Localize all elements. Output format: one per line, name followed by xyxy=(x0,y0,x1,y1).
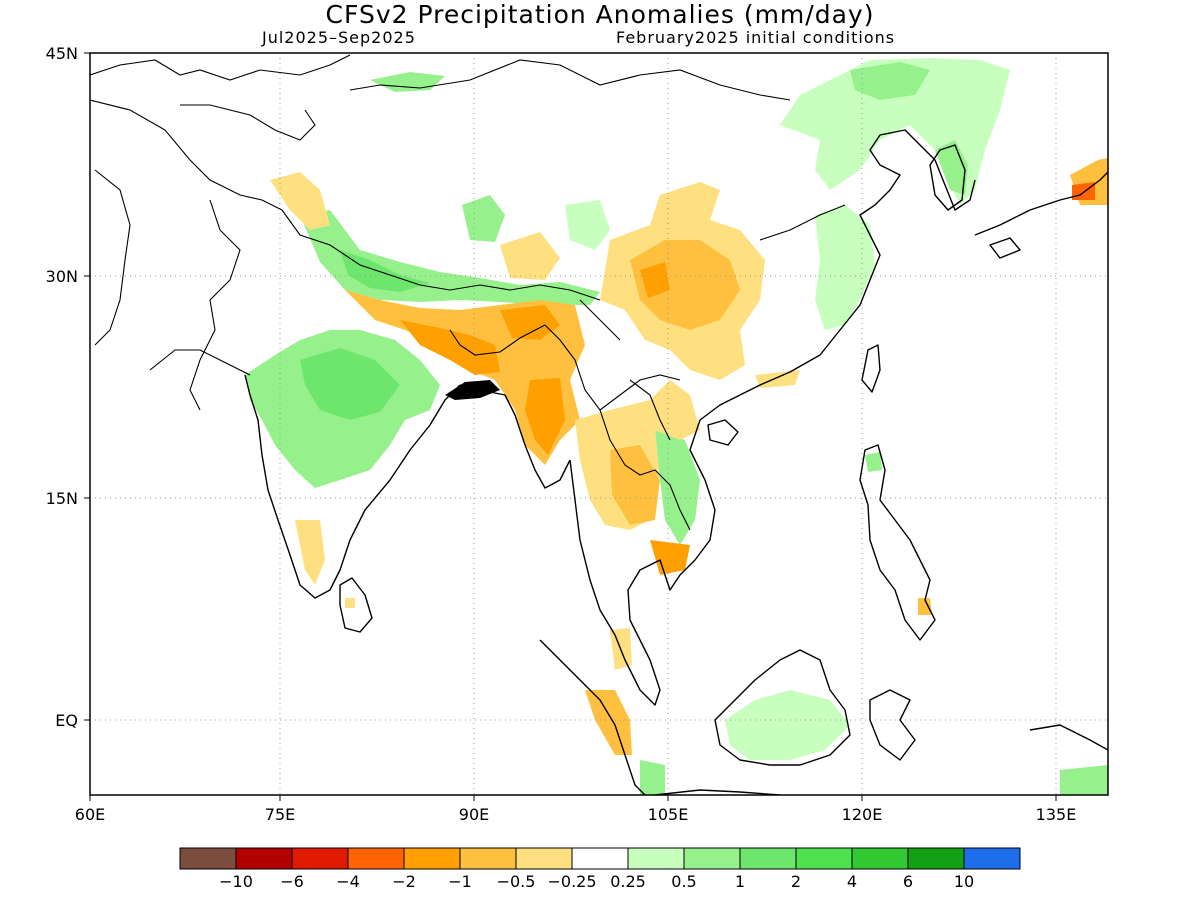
legend-swatch xyxy=(907,847,965,870)
coast-sulawesi xyxy=(869,689,916,761)
coast-philippines xyxy=(859,444,936,641)
legend-swatch xyxy=(851,847,909,870)
coast-taiwan xyxy=(861,344,881,393)
axis-ticks xyxy=(84,52,1057,801)
legend-label: 10 xyxy=(954,872,974,891)
legend-swatch xyxy=(235,847,293,870)
lon-tick-label: 120E xyxy=(842,805,883,824)
anomaly-tibet-wet xyxy=(462,195,505,242)
anomaly-newguinea-wet xyxy=(1060,765,1108,795)
coast-hainan xyxy=(707,419,739,446)
anomaly-sumatra-dry xyxy=(585,690,632,755)
legend-swatch xyxy=(627,847,685,870)
legend-label: 6 xyxy=(903,872,913,891)
coast-srilanka xyxy=(339,577,373,633)
forecast-period: Jul2025–Sep2025 xyxy=(262,28,416,47)
legend-label: −6 xyxy=(280,872,304,891)
lat-tick-label: 15N xyxy=(46,489,78,508)
lon-tick-label: 90E xyxy=(459,805,489,824)
anomaly-southchina-coast-dry xyxy=(755,370,800,388)
delta-mark xyxy=(445,380,500,400)
legend-swatch xyxy=(347,847,405,870)
anomaly-mongolia-wet xyxy=(370,72,445,92)
lon-tick-label: 60E xyxy=(75,805,105,824)
lat-tick-label: EQ xyxy=(55,711,78,730)
country-borders xyxy=(90,54,846,531)
anomaly-burma-dry-core xyxy=(525,378,565,455)
grid-lines xyxy=(90,53,1108,795)
anomaly-srilanka-dry xyxy=(345,598,355,608)
anomaly-cambodia-dry xyxy=(650,540,690,575)
legend-label: −0.5 xyxy=(497,872,536,891)
legend-label: 1 xyxy=(735,872,745,891)
legend-swatch xyxy=(795,847,853,870)
legend-label: 4 xyxy=(847,872,857,891)
plot-frame xyxy=(89,52,1109,796)
legend-label: −1 xyxy=(448,872,472,891)
legend-label: −2 xyxy=(392,872,416,891)
anomaly-vietnam-wet xyxy=(655,430,700,545)
anomaly-south-china-dry-center xyxy=(640,262,670,298)
coast-java xyxy=(654,789,781,795)
anomaly-yangtze-wet xyxy=(815,205,875,330)
anomaly-kashmir-dry xyxy=(270,172,330,230)
legend-swatch xyxy=(739,847,797,870)
initial-conditions: February2025 initial conditions xyxy=(616,28,896,47)
color-legend: −10 −6 −4 −2 −1 −0.5 −0.25 0.25 0.5 1 2 4 6 10 xyxy=(179,847,1021,891)
legend-label: −10 xyxy=(219,872,253,891)
anomaly-india-wet-core xyxy=(300,348,400,420)
anomaly-assam-dry-core xyxy=(500,305,560,340)
legend-label: −0.25 xyxy=(547,872,596,891)
coast-india xyxy=(244,374,461,599)
legend-swatch xyxy=(403,847,461,870)
coast-borneo xyxy=(714,649,851,766)
coast-indochina xyxy=(569,394,741,706)
coast-korea xyxy=(929,144,966,211)
legend-swatch xyxy=(291,847,349,870)
anomaly-field xyxy=(245,58,1108,795)
anomaly-borneo-wet xyxy=(725,690,850,760)
legend-swatch xyxy=(179,847,237,870)
legend-label: 0.25 xyxy=(610,872,646,891)
anomaly-japan-dry-core xyxy=(1072,182,1095,200)
anomaly-north-china-wet-core xyxy=(850,62,930,100)
legend-swatch xyxy=(571,847,629,870)
legend-swatch xyxy=(459,847,517,870)
coast-china-east xyxy=(739,129,976,396)
lon-tick-label: 105E xyxy=(648,805,689,824)
lon-tick-label: 135E xyxy=(1036,805,1077,824)
anomaly-korea-wet xyxy=(935,140,968,195)
anomaly-philippines-dry xyxy=(918,598,932,615)
lat-tick-label: 30N xyxy=(46,267,78,286)
coast-japan xyxy=(974,171,1108,236)
coast-japan-south xyxy=(989,237,1021,259)
lat-tick-label: 45N xyxy=(46,44,78,63)
coast-newguinea xyxy=(1029,724,1108,751)
anomaly-bangladesh-dry-core xyxy=(400,320,500,375)
anomaly-south-china-dry-core xyxy=(630,240,740,330)
anomaly-tibet-wet-2 xyxy=(565,200,610,250)
legend-swatch xyxy=(963,847,1021,870)
legend-label: 2 xyxy=(791,872,801,891)
anomaly-southindia-dry xyxy=(295,520,325,585)
legend-label: −4 xyxy=(336,872,360,891)
anomaly-philippines-wet xyxy=(865,452,882,472)
legend-swatch xyxy=(515,847,573,870)
anomaly-tibet-dry xyxy=(500,232,560,280)
legend-label: 0.5 xyxy=(671,872,696,891)
map-title: CFSv2 Precipitation Anomalies (mm/day) xyxy=(325,0,875,29)
anomaly-himalaya-wet-core xyxy=(340,250,430,292)
anomaly-thailand-dry xyxy=(610,445,660,525)
anomaly-sumatra-wet xyxy=(640,760,665,795)
lon-tick-label: 75E xyxy=(265,805,295,824)
coast-sumatra xyxy=(539,639,646,795)
legend-swatch xyxy=(683,847,741,870)
